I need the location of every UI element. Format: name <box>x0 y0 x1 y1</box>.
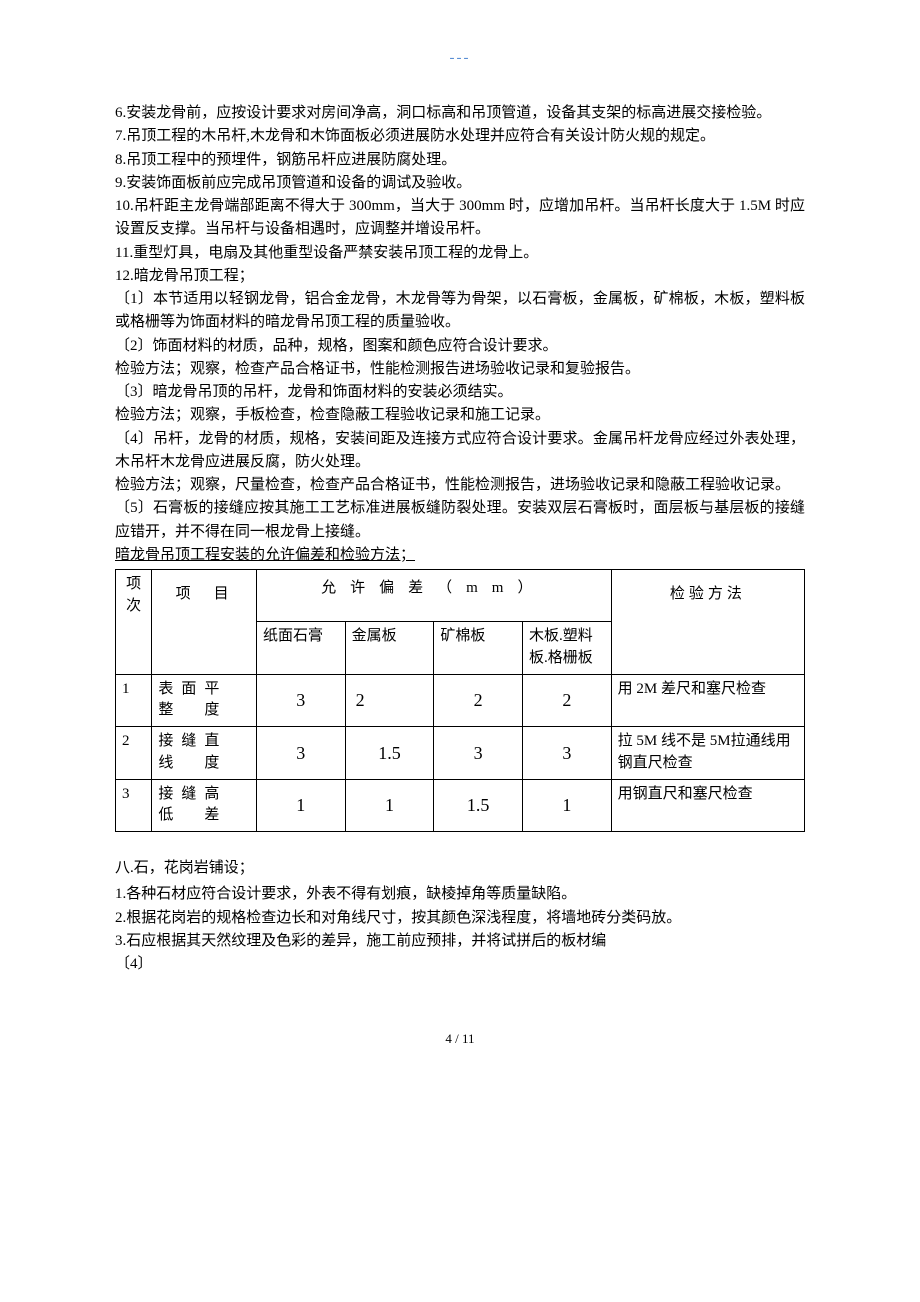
document-page: --- 6.安装龙骨前，应按设计要求对房间净高，洞口标高和吊顶管道，设备其支架的… <box>0 0 920 1087</box>
col-header-item: 项 目 <box>152 570 257 675</box>
body-paragraph: 2.根据花岗岩的规格检查边长和对角线尺寸，按其颜色深浅程度，将墙地砖分类码放。 <box>115 907 805 930</box>
cell-value: 3 <box>434 727 523 780</box>
cell-item: 接缝直线 度 <box>152 727 257 780</box>
tolerance-table: 项次 项 目 允许偏差（mm） 检验方法 纸面石膏 金属板 矿棉板 木板.塑料板… <box>115 569 805 832</box>
sub-header: 纸面石膏 <box>256 622 345 675</box>
body-paragraph: 〔3〕暗龙骨吊顶的吊杆，龙骨和饰面材料的安装必须结实。 <box>115 381 805 404</box>
body-paragraph: 1.各种石材应符合设计要求，外表不得有划痕，缺棱掉角等质量缺陷。 <box>115 883 805 906</box>
table-row: 1 表面平整 度 3 2 2 2 用 2M 差尺和塞尺检查 <box>116 674 805 727</box>
body-paragraph: 12.暗龙骨吊顶工程； <box>115 265 805 288</box>
body-paragraph: 8.吊顶工程中的预埋件，钢筋吊杆应进展防腐处理。 <box>115 149 805 172</box>
cell-value: 3 <box>256 674 345 727</box>
col-header-deviation: 允许偏差（mm） <box>256 570 611 622</box>
body-paragraph: 〔1〕本节适用以轻钢龙骨，铝合金龙骨，木龙骨等为骨架，以石膏板，金属板，矿棉板，… <box>115 288 805 335</box>
cell-item: 接缝高低 差 <box>152 779 257 832</box>
cell-inspect: 拉 5M 线不是 5M拉通线用钢直尺检查 <box>611 727 804 780</box>
page-footer: 4 / 11 <box>115 1031 805 1047</box>
cell-item: 表面平整 度 <box>152 674 257 727</box>
cell-value: 1 <box>256 779 345 832</box>
body-paragraph: 3.石应根据其天然纹理及色彩的差异，施工前应预排，并将试拼后的板材编 <box>115 930 805 953</box>
body-paragraph: 10.吊杆距主龙骨端部距离不得大于 300mm，当大于 300mm 时，应增加吊… <box>115 195 805 242</box>
col-header-inspect: 检验方法 <box>611 570 804 675</box>
col-header-seq: 项次 <box>116 570 152 675</box>
sub-header: 金属板 <box>345 622 434 675</box>
body-paragraph: 9.安装饰面板前应完成吊顶管道和设备的调试及验收。 <box>115 172 805 195</box>
cell-value: 2 <box>345 674 434 727</box>
cell-value: 2 <box>522 674 611 727</box>
body-paragraph: 11.重型灯具，电扇及其他重型设备严禁安装吊顶工程的龙骨上。 <box>115 242 805 265</box>
cell-inspect: 用钢直尺和塞尺检查 <box>611 779 804 832</box>
body-paragraph: 检验方法；观察，手板检查，检查隐蔽工程验收记录和施工记录。 <box>115 404 805 427</box>
cell-seq: 2 <box>116 727 152 780</box>
section-heading: 八.石，花岗岩铺设； <box>115 857 805 880</box>
sub-header: 矿棉板 <box>434 622 523 675</box>
cell-seq: 1 <box>116 674 152 727</box>
page-header-mark: --- <box>115 50 805 67</box>
body-paragraph: 〔2〕饰面材料的材质，品种，规格，图案和颜色应符合设计要求。 <box>115 335 805 358</box>
cell-value: 1.5 <box>434 779 523 832</box>
table-row: 3 接缝高低 差 1 1 1.5 1 用钢直尺和塞尺检查 <box>116 779 805 832</box>
body-paragraph: 〔4〕 <box>115 953 805 976</box>
body-paragraph: 检验方法；观察，检查产品合格证书，性能检测报告进场验收记录和复验报告。 <box>115 358 805 381</box>
body-paragraph: 6.安装龙骨前，应按设计要求对房间净高，洞口标高和吊顶管道，设备其支架的标高进展… <box>115 102 805 125</box>
body-paragraph: 检验方法；观察，尺量检查，检查产品合格证书，性能检测报告，进场验收记录和隐蔽工程… <box>115 474 805 497</box>
sub-header: 木板.塑料板.格栅板 <box>522 622 611 675</box>
body-paragraph: 〔4〕吊杆，龙骨的材质，规格，安装间距及连接方式应符合设计要求。金属吊杆龙骨应经… <box>115 428 805 475</box>
cell-value: 1.5 <box>345 727 434 780</box>
body-paragraph: 〔5〕石膏板的接缝应按其施工工艺标准进展板缝防裂处理。安装双层石膏板时，面层板与… <box>115 497 805 544</box>
table-row: 2 接缝直线 度 3 1.5 3 3 拉 5M 线不是 5M拉通线用钢直尺检查 <box>116 727 805 780</box>
cell-value: 3 <box>522 727 611 780</box>
table-header-row: 项次 项 目 允许偏差（mm） 检验方法 <box>116 570 805 622</box>
cell-seq: 3 <box>116 779 152 832</box>
body-paragraph: 7.吊顶工程的木吊杆,木龙骨和木饰面板必须进展防水处理并应符合有关设计防火规的规… <box>115 125 805 148</box>
cell-value: 1 <box>345 779 434 832</box>
cell-inspect: 用 2M 差尺和塞尺检查 <box>611 674 804 727</box>
table-title: 暗龙骨吊顶工程安装的允许偏差和检验方法； <box>115 544 805 567</box>
cell-value: 3 <box>256 727 345 780</box>
cell-value: 2 <box>434 674 523 727</box>
cell-value: 1 <box>522 779 611 832</box>
